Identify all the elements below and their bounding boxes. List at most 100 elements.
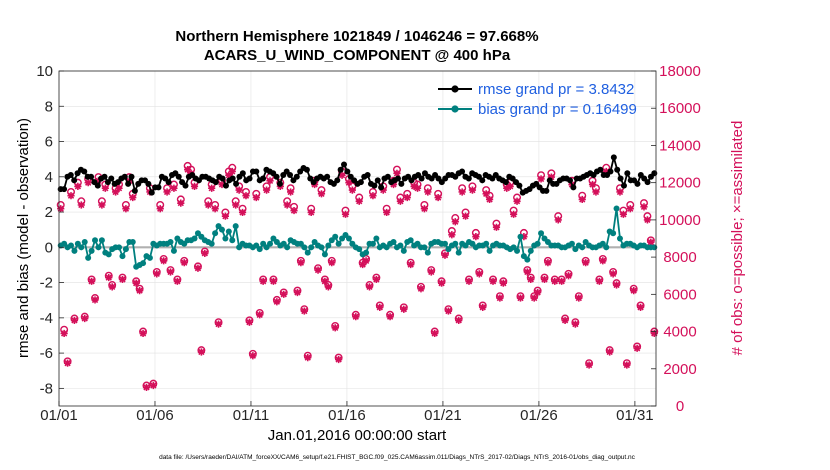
- assimilated-obs-marker: [636, 303, 645, 311]
- assimilated-obs-marker: [544, 259, 552, 267]
- x-axis: 01/01 01/06 01/11 01/16 01/21 01/26 01/31: [40, 401, 654, 424]
- possible-obs-marker: [365, 281, 374, 290]
- bias-point: [441, 240, 448, 247]
- possible-obs-marker: [643, 212, 652, 221]
- rmse-point: [101, 173, 108, 180]
- assimilated-obs-marker: [91, 296, 99, 304]
- assimilated-obs-marker: [599, 257, 607, 265]
- rmse-point: [212, 179, 219, 186]
- possible-obs-marker: [392, 165, 401, 174]
- rmse-point: [239, 170, 246, 177]
- possible-obs-marker: [427, 266, 436, 275]
- possible-obs-marker: [149, 379, 158, 388]
- bias-point: [105, 251, 112, 258]
- possible-obs-marker: [180, 256, 189, 265]
- possible-obs-marker: [430, 327, 439, 336]
- possible-obs-marker: [499, 277, 508, 286]
- possible-obs-marker: [108, 281, 117, 290]
- assimilated-obs-marker: [558, 277, 566, 285]
- bias-point: [92, 237, 99, 244]
- bias-point: [452, 240, 459, 247]
- rmse-point: [233, 180, 240, 187]
- assimilated-obs-marker: [201, 249, 209, 257]
- rmse-point: [418, 175, 425, 182]
- rmse-point: [81, 168, 88, 175]
- bias-point: [616, 235, 623, 242]
- rmse-point: [334, 177, 341, 184]
- possible-obs-marker: [327, 256, 336, 265]
- assimilated-obs-marker: [304, 354, 312, 362]
- bias-point: [332, 233, 339, 240]
- assimilated-obs-marker: [105, 273, 113, 282]
- rmse-point: [61, 186, 68, 193]
- assimilated-obs-marker: [534, 288, 542, 297]
- possible-obs-marker: [245, 316, 254, 325]
- assimilated-obs-marker: [136, 287, 144, 295]
- right-tick-label: 10000: [659, 212, 701, 229]
- possible-obs-marker: [386, 310, 395, 319]
- bias-point: [321, 251, 328, 258]
- bias-point: [304, 249, 311, 256]
- bias-point: [345, 235, 352, 242]
- assimilated-obs-marker: [269, 277, 278, 285]
- legend: rmse grand pr = 3.8432 bias grand pr = 0…: [438, 81, 637, 118]
- bias-point: [517, 233, 524, 240]
- possible-obs-marker: [173, 275, 182, 284]
- rmse-point: [378, 184, 385, 191]
- possible-obs-marker: [492, 219, 501, 228]
- possible-obs-marker: [262, 182, 271, 191]
- assimilated-obs-marker: [499, 279, 507, 287]
- assimilated-obs-marker: [194, 264, 202, 272]
- bias-point: [325, 242, 332, 249]
- possible-obs-marker: [581, 256, 590, 265]
- possible-obs-marker: [152, 268, 161, 277]
- rmse-point: [570, 184, 577, 191]
- possible-obs-marker: [399, 303, 408, 312]
- possible-obs-marker: [557, 275, 566, 284]
- rmse-point: [384, 173, 391, 180]
- possible-obs-marker: [578, 191, 587, 200]
- possible-obs-marker: [382, 204, 391, 213]
- left-tick-label: 4: [45, 169, 53, 186]
- possible-obs-marker: [238, 204, 247, 213]
- assimilated-obs-marker: [139, 329, 147, 338]
- assimilated-obs-marker: [173, 277, 181, 285]
- assimilated-obs-marker: [273, 298, 281, 306]
- legend-bias-label: bias grand pr = 0.16499: [478, 101, 637, 118]
- possible-obs-marker: [300, 305, 309, 314]
- assimilated-obs-marker: [523, 268, 531, 276]
- possible-obs-marker: [406, 258, 415, 267]
- possible-obs-marker: [602, 163, 611, 172]
- bias-point: [424, 249, 431, 256]
- right-tick-label: 4000: [663, 324, 696, 341]
- possible-obs-marker: [121, 200, 130, 209]
- possible-obs-marker: [423, 184, 432, 193]
- rmse-point: [222, 182, 229, 189]
- rmse-point: [624, 170, 631, 177]
- possible-obs-marker: [612, 279, 621, 288]
- left-tick-label: 10: [36, 63, 53, 80]
- possible-obs-marker: [465, 275, 474, 284]
- assimilated-obs-marker: [595, 277, 603, 285]
- rmse-point: [108, 175, 115, 182]
- bias-point: [81, 239, 88, 246]
- left-axis: -8 -6 -4 -2 0 2 4 6 8 10: [36, 63, 64, 397]
- assimilated-obs-marker: [437, 279, 446, 287]
- possible-obs-marker: [341, 206, 350, 215]
- bias-point: [538, 230, 545, 237]
- bias-point: [356, 246, 363, 253]
- assimilated-obs-marker: [352, 313, 360, 321]
- assimilated-obs-marker: [372, 275, 380, 284]
- possible-obs-marker: [478, 301, 487, 310]
- rmse-point: [276, 180, 283, 187]
- left-tick-label: 0: [45, 239, 53, 256]
- possible-obs-marker: [320, 275, 329, 284]
- assimilated-obs-marker: [571, 320, 579, 328]
- rmse-point: [182, 182, 189, 189]
- bias-point: [119, 253, 126, 260]
- assimilated-obs-marker: [293, 288, 302, 297]
- right-tick-label: 16000: [659, 100, 701, 117]
- assimilated-obs-marker: [400, 305, 408, 313]
- possible-obs-marker: [519, 228, 528, 237]
- bias-point: [116, 244, 123, 251]
